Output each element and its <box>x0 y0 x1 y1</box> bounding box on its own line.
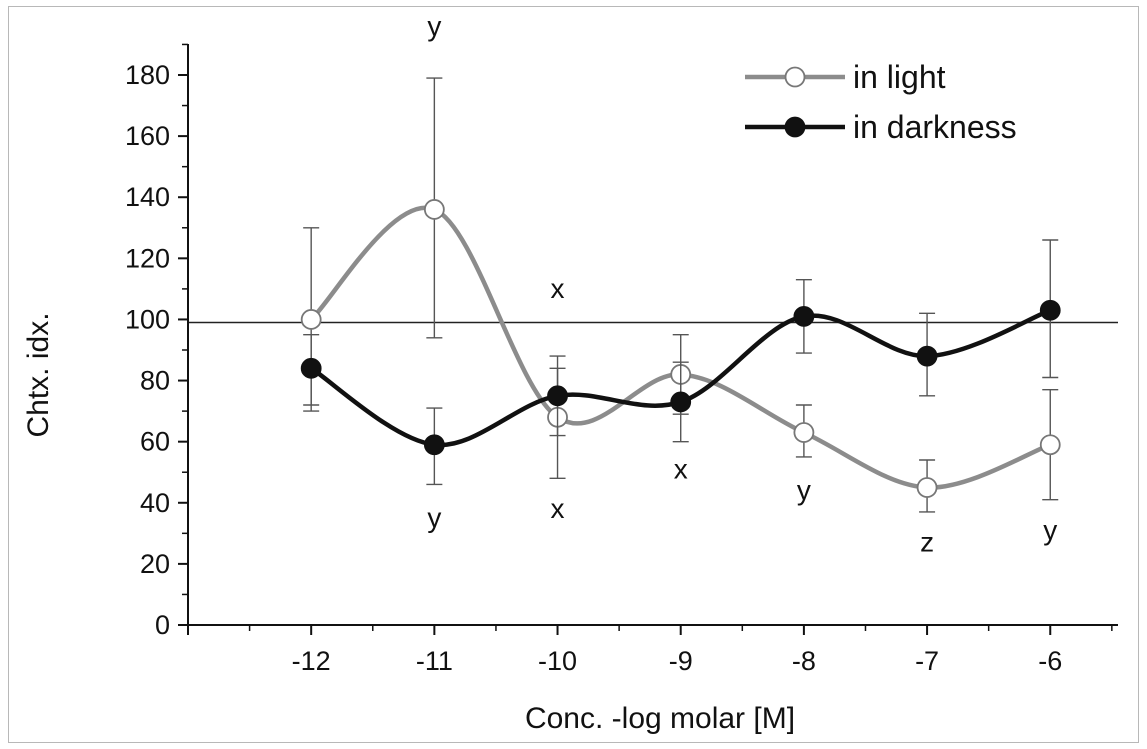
y-tick-label: 40 <box>140 488 170 518</box>
chart-frame <box>8 6 1139 743</box>
annotation-label: y <box>427 502 441 533</box>
y-tick-label: 100 <box>125 304 170 334</box>
data-point <box>793 422 815 443</box>
x-tick-label: -12 <box>292 646 331 676</box>
y-tick-label: 120 <box>125 243 170 273</box>
x-tick-label: -10 <box>538 646 577 676</box>
data-point <box>300 309 322 330</box>
data-point <box>670 391 692 413</box>
annotation-label: y <box>1043 514 1057 545</box>
data-point <box>916 345 938 367</box>
x-tick-label: -9 <box>669 646 693 676</box>
legend-label: in darkness <box>853 109 1017 145</box>
annotation-label: x <box>551 273 565 304</box>
y-tick-label: 60 <box>140 427 170 457</box>
legend-marker <box>784 116 806 138</box>
y-tick-label: 140 <box>125 182 170 212</box>
y-tick-label: 0 <box>155 610 170 640</box>
legend: in light in darkness <box>745 59 1017 145</box>
legend-label: in light <box>853 59 946 95</box>
x-tick-label: -8 <box>792 646 816 676</box>
data-point <box>547 385 568 407</box>
data-point <box>916 477 938 498</box>
data-point <box>423 199 445 220</box>
y-tick-label: 80 <box>140 366 170 396</box>
y-tick-label: 20 <box>140 549 170 579</box>
x-tick-label: -11 <box>416 646 453 676</box>
data-point <box>1039 299 1061 321</box>
data-point <box>1039 434 1061 456</box>
data-point <box>300 357 322 379</box>
annotation-layer: y x y x x y z y <box>427 10 1057 557</box>
axes-layer: 0 20 40 60 80 100 120 140 160 180 -12 -11 -10 -9 -8 -7 -… <box>125 43 1118 676</box>
series-layer <box>300 77 1061 513</box>
annotation-label: x <box>674 453 688 484</box>
y-tick-label: 180 <box>125 60 170 90</box>
x-tick-label: -6 <box>1038 646 1062 676</box>
series-in-light <box>300 77 1061 513</box>
annotation-label: y <box>427 10 441 41</box>
legend-marker <box>784 66 806 88</box>
annotation-label: x <box>551 493 565 524</box>
y-axis-label: Chtx. idx. <box>22 312 55 437</box>
annotation-label: y <box>797 475 811 506</box>
annotation-label: z <box>920 527 934 558</box>
series-in-darkness <box>300 239 1061 486</box>
data-point <box>793 305 815 327</box>
data-point <box>423 434 445 456</box>
y-tick-label: 160 <box>125 121 170 151</box>
x-axis-label: Conc. -log molar [M] <box>525 702 795 735</box>
x-tick-label: -7 <box>915 646 939 676</box>
